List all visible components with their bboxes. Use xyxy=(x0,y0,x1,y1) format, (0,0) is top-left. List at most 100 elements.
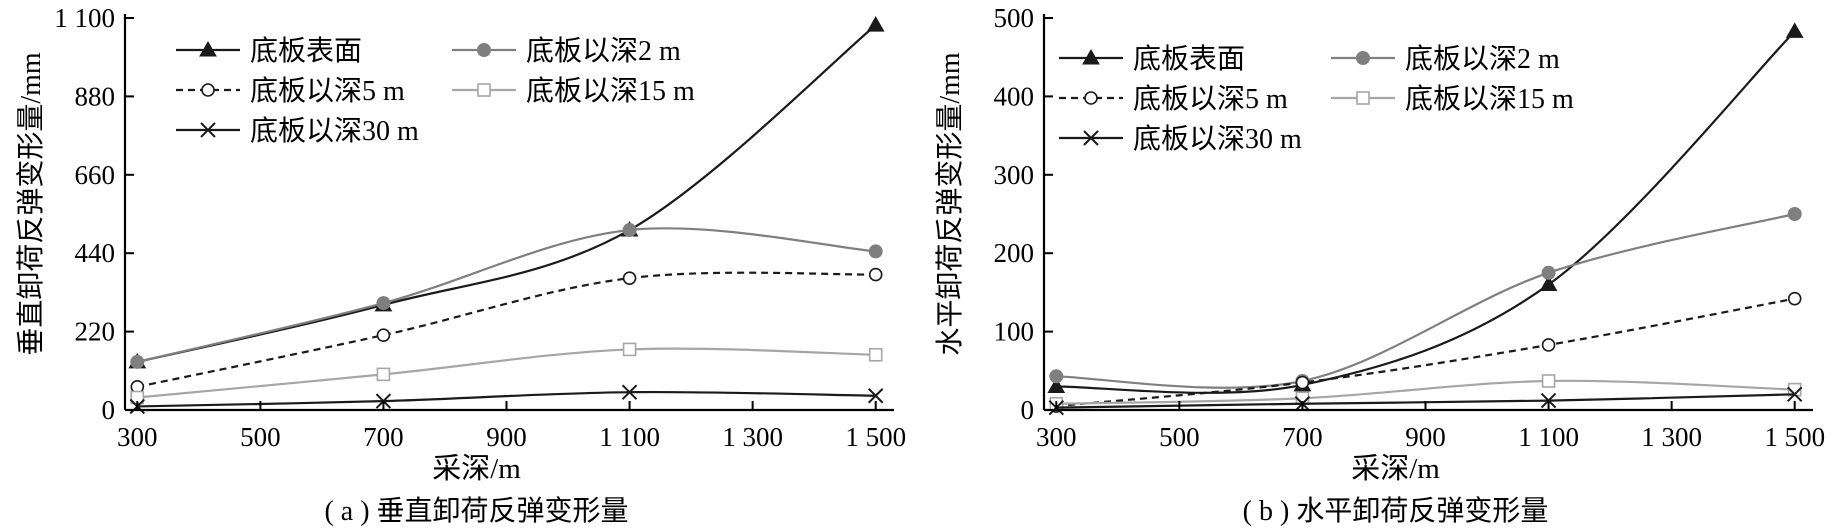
legend-marker xyxy=(200,122,216,138)
legend-label: 底板以深2 m xyxy=(526,35,681,67)
legend-label: 底板以深30 m xyxy=(250,115,419,147)
legend-item: 底板以深30 m xyxy=(1059,123,1302,155)
series-line xyxy=(1056,297,1795,408)
data-point xyxy=(130,354,145,369)
data-point xyxy=(868,267,883,282)
legend: 底板表面 底板以深2 m 底板以深5 m 底板以深15 m 底板以深30 m xyxy=(1059,43,1574,155)
y-tick-label: 0 xyxy=(1021,395,1035,425)
series-group xyxy=(1047,22,1804,416)
data-point xyxy=(621,384,638,400)
data-point xyxy=(1786,386,1803,403)
legend-item: 底板以深2 m xyxy=(1331,43,1560,75)
series-line xyxy=(137,24,877,363)
legend-marker xyxy=(1356,91,1370,105)
legend-item: 底板以深2 m xyxy=(452,35,681,67)
data-point xyxy=(1049,369,1064,384)
legend-label: 底板以深30 m xyxy=(1133,123,1302,155)
legend-marker xyxy=(477,83,491,97)
data-point xyxy=(1047,377,1066,393)
data-point xyxy=(866,16,885,32)
legend-item: 底板以深15 m xyxy=(452,75,695,107)
x-tick-label: 900 xyxy=(486,422,527,452)
legend-marker xyxy=(1083,130,1099,146)
data-point xyxy=(868,347,883,362)
y-tick-label: 200 xyxy=(994,238,1035,268)
x-tick-label: 1 300 xyxy=(722,422,783,452)
y-tick-label: 100 xyxy=(994,317,1035,347)
y-tick-label: 440 xyxy=(75,238,116,268)
y-axis-label: 水平卸荷反弹变形量/mm xyxy=(934,52,966,356)
y-tick-label: 500 xyxy=(994,3,1035,33)
data-point xyxy=(1785,22,1804,38)
legend-marker xyxy=(1082,48,1100,65)
chart-panel-horizontal: 0 100 200 300 400 500 300 500 700 900 1 100 1 300 1 … xyxy=(919,0,1838,532)
legend-label: 底板表面 xyxy=(1133,43,1245,75)
legend: 底板表面 底板以深2 m 底板以深5 m 底板以深15 m 底板以深30 m xyxy=(176,35,695,147)
legend-item: 底板表面 xyxy=(176,35,362,67)
series-line xyxy=(137,271,876,388)
data-point xyxy=(622,342,637,357)
legend-item: 底板以深30 m xyxy=(176,115,419,147)
series-line xyxy=(137,390,876,408)
data-point xyxy=(868,244,883,259)
series-line xyxy=(137,347,876,399)
legend-label: 底板以深2 m xyxy=(1405,43,1560,75)
chart-vertical-rebound: 0 220 440 660 880 1 100 300 500 700 900 1 100 1 300… xyxy=(15,3,906,527)
series-line xyxy=(1056,379,1795,405)
legend-item: 底板以深5 m xyxy=(176,75,405,107)
legend-label: 底板以深5 m xyxy=(250,75,405,107)
data-point xyxy=(376,296,391,311)
x-axis-label: 采深/m xyxy=(432,453,521,485)
data-point xyxy=(1541,338,1556,352)
data-point xyxy=(1539,275,1558,292)
x-tick-label: 1 300 xyxy=(1641,422,1702,452)
x-tick-label: 700 xyxy=(363,422,404,452)
legend-marker xyxy=(477,43,491,57)
y-tick-label: 880 xyxy=(75,81,116,111)
x-tick-label: 900 xyxy=(1405,422,1446,452)
y-tick-label: 1 100 xyxy=(54,3,115,33)
data-point xyxy=(1541,265,1556,280)
series-line xyxy=(137,227,876,363)
legend-marker xyxy=(201,83,215,97)
y-tick-label: 400 xyxy=(994,81,1035,111)
data-point xyxy=(622,223,637,238)
chart-caption: ( a ) 垂直卸荷反弹变形量 xyxy=(324,495,628,527)
series-line xyxy=(1056,212,1795,389)
data-point xyxy=(622,271,637,285)
x-tick-label: 500 xyxy=(1159,422,1200,452)
x-tick-label: 300 xyxy=(1036,422,1077,452)
legend-marker xyxy=(199,40,217,57)
legend-item: 底板以深15 m xyxy=(1331,83,1574,115)
y-tick-label: 0 xyxy=(102,395,116,425)
legend-label: 底板以深15 m xyxy=(1405,83,1574,115)
legend-label: 底板表面 xyxy=(250,35,362,67)
data-point xyxy=(1295,375,1310,390)
legend-marker xyxy=(1356,51,1370,65)
legend-item: 底板表面 xyxy=(1059,43,1245,75)
data-point xyxy=(867,388,884,404)
x-tick-label: 500 xyxy=(240,422,281,452)
data-point xyxy=(376,367,391,382)
y-tick-label: 300 xyxy=(994,160,1035,190)
x-tick-label: 700 xyxy=(1282,422,1323,452)
x-tick-label: 1 100 xyxy=(599,422,660,452)
legend-label: 底板以深5 m xyxy=(1133,83,1288,115)
chart-panel-vertical: 0 220 440 660 880 1 100 300 500 700 900 1 100 1 300… xyxy=(15,3,906,527)
data-point xyxy=(1787,207,1802,221)
series-line xyxy=(1056,30,1796,394)
x-tick-label: 1 500 xyxy=(845,422,906,452)
legend-item: 底板以深5 m xyxy=(1059,83,1288,115)
legend-marker xyxy=(1084,91,1098,105)
x-tick-label: 1 500 xyxy=(1764,422,1825,452)
data-point xyxy=(1787,291,1802,306)
x-tick-label: 300 xyxy=(117,422,158,452)
legend-label: 底板以深15 m xyxy=(526,75,695,107)
y-tick-label: 220 xyxy=(75,317,116,347)
data-point xyxy=(1540,392,1557,409)
x-axis-label: 采深/m xyxy=(1351,453,1440,485)
data-point xyxy=(376,328,391,342)
y-tick-label: 660 xyxy=(75,160,116,190)
x-tick-label: 1 100 xyxy=(1518,422,1579,452)
y-axis-label: 垂直卸荷反弹变形量/mm xyxy=(15,52,47,356)
